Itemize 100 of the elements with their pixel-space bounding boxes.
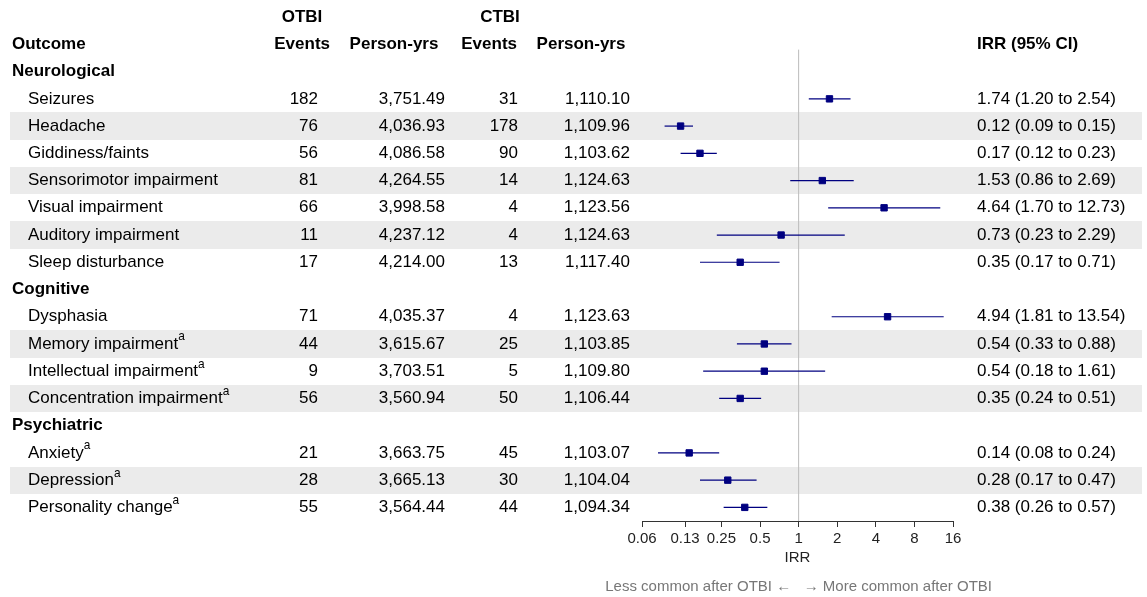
text: 50 xyxy=(499,388,519,408)
text: 21 xyxy=(299,442,319,462)
text: 55 xyxy=(299,497,319,517)
text: 56 xyxy=(299,143,319,163)
text: 11 xyxy=(300,224,319,244)
text: 0.38 (0.26 to 0.57) xyxy=(977,497,1116,517)
text: 30 xyxy=(499,469,519,489)
text: 4,214.00 xyxy=(378,251,446,271)
text: 4 xyxy=(508,306,519,326)
text: 1,123.56 xyxy=(563,197,631,217)
text: Sleep disturbance xyxy=(28,251,165,271)
text: 3,663.75 xyxy=(378,442,446,462)
text: 0.28 (0.17 to 0.47) xyxy=(977,469,1116,489)
text: 3,615.67 xyxy=(378,333,446,353)
text: 1,117.40 xyxy=(565,251,631,271)
text: 1,103.62 xyxy=(563,143,631,163)
text: 81 xyxy=(299,170,319,190)
text: 1,103.07 xyxy=(563,442,631,462)
text: 1.74 (1.20 to 2.54) xyxy=(977,88,1116,108)
text: Person-yrs xyxy=(349,33,439,53)
text: Events xyxy=(274,33,330,53)
text: 4 xyxy=(508,224,519,244)
text: 44 xyxy=(499,497,519,517)
text: Visual impairment xyxy=(28,197,164,217)
text: 0.54 (0.33 to 0.88) xyxy=(977,333,1116,353)
text: Cognitive xyxy=(12,279,90,299)
text: Dysphasia xyxy=(28,306,108,326)
text: Outcome xyxy=(12,33,86,53)
text: 3,665.13 xyxy=(378,469,446,489)
text: 178 xyxy=(489,115,519,135)
x-tick-label: 2 xyxy=(833,529,842,547)
text: 4,086.58 xyxy=(378,143,446,163)
text: Sensorimotor impairment xyxy=(28,170,219,190)
text: 0.35 (0.17 to 0.71) xyxy=(977,251,1116,271)
text: Neurological xyxy=(12,61,115,81)
text: 0.17 (0.12 to 0.23) xyxy=(977,143,1116,163)
text: 1,106.44 xyxy=(563,388,631,408)
text: 5 xyxy=(508,360,519,380)
text: 0.12 (0.09 to 0.15) xyxy=(977,115,1116,135)
text: Auditory impairment xyxy=(28,224,180,244)
text: 1,110.10 xyxy=(565,88,631,108)
text: Giddiness/faints xyxy=(28,143,149,163)
text: 76 xyxy=(299,115,319,135)
text: 4.64 (1.70 to 12.73) xyxy=(977,197,1126,217)
text: Seizures xyxy=(28,88,95,108)
text: 9 xyxy=(308,360,319,380)
text: OTBI xyxy=(281,6,323,26)
x-tick-label: 4 xyxy=(871,529,880,547)
text: CTBI xyxy=(480,6,520,26)
text: 17 xyxy=(299,251,319,271)
x-tick-label: 0.25 xyxy=(706,529,737,547)
x-tick-label: 0.5 xyxy=(749,529,771,547)
text: 13 xyxy=(499,251,519,271)
text: 4,264.55 xyxy=(378,170,446,190)
text: 0.14 (0.08 to 0.24) xyxy=(977,442,1116,462)
text: 1.53 (0.86 to 2.69) xyxy=(977,170,1116,190)
text: 4,237.12 xyxy=(378,224,446,244)
text: 44 xyxy=(299,333,319,353)
text: IRR (95% CI) xyxy=(977,33,1079,53)
text: Events xyxy=(461,33,517,53)
text: 4,035.37 xyxy=(378,306,446,326)
text: 90 xyxy=(499,143,519,163)
x-axis-title: IRR xyxy=(784,548,811,566)
text: 1,124.63 xyxy=(563,170,631,190)
text: 56 xyxy=(299,388,319,408)
text: 1,109.80 xyxy=(563,360,631,380)
text: 1,094.34 xyxy=(563,497,631,517)
text: 3,703.51 xyxy=(378,360,446,380)
text: 66 xyxy=(299,197,319,217)
text: 4.94 (1.81 to 13.54) xyxy=(977,306,1126,326)
x-tick-label: 16 xyxy=(944,529,962,547)
text: 31 xyxy=(499,88,519,108)
text: 4 xyxy=(508,197,519,217)
text: Psychiatric xyxy=(12,415,103,435)
x-tick-label: 1 xyxy=(794,529,803,547)
text: 0.54 (0.18 to 1.61) xyxy=(977,360,1116,380)
text: 182 xyxy=(289,88,319,108)
x-tick-label: 0.13 xyxy=(670,529,700,547)
text: Less common after OTBI ← → More common after OTBI xyxy=(605,577,993,595)
text: 3,998.58 xyxy=(378,197,446,217)
text: 71 xyxy=(299,306,319,326)
x-tick-label: 8 xyxy=(910,529,919,547)
text: 45 xyxy=(499,442,519,462)
text: 1,104.04 xyxy=(563,469,631,489)
text: 25 xyxy=(499,333,519,353)
text: Headache xyxy=(28,115,106,135)
text: 1,124.63 xyxy=(563,224,631,244)
text: 14 xyxy=(499,170,519,190)
text: 1,109.96 xyxy=(563,115,631,135)
x-tick-label: 0.06 xyxy=(627,529,657,547)
text: 1,103.85 xyxy=(563,333,631,353)
text: 0.35 (0.24 to 0.51) xyxy=(977,388,1116,408)
text: 3,564.44 xyxy=(378,497,446,517)
text: 3,560.94 xyxy=(378,388,446,408)
text: Person-yrs xyxy=(536,33,626,53)
text: 28 xyxy=(299,469,319,489)
text: 3,751.49 xyxy=(378,88,446,108)
text: 4,036.93 xyxy=(378,115,446,135)
text: 0.73 (0.23 to 2.29) xyxy=(977,224,1116,244)
text: 1,123.63 xyxy=(563,306,631,326)
